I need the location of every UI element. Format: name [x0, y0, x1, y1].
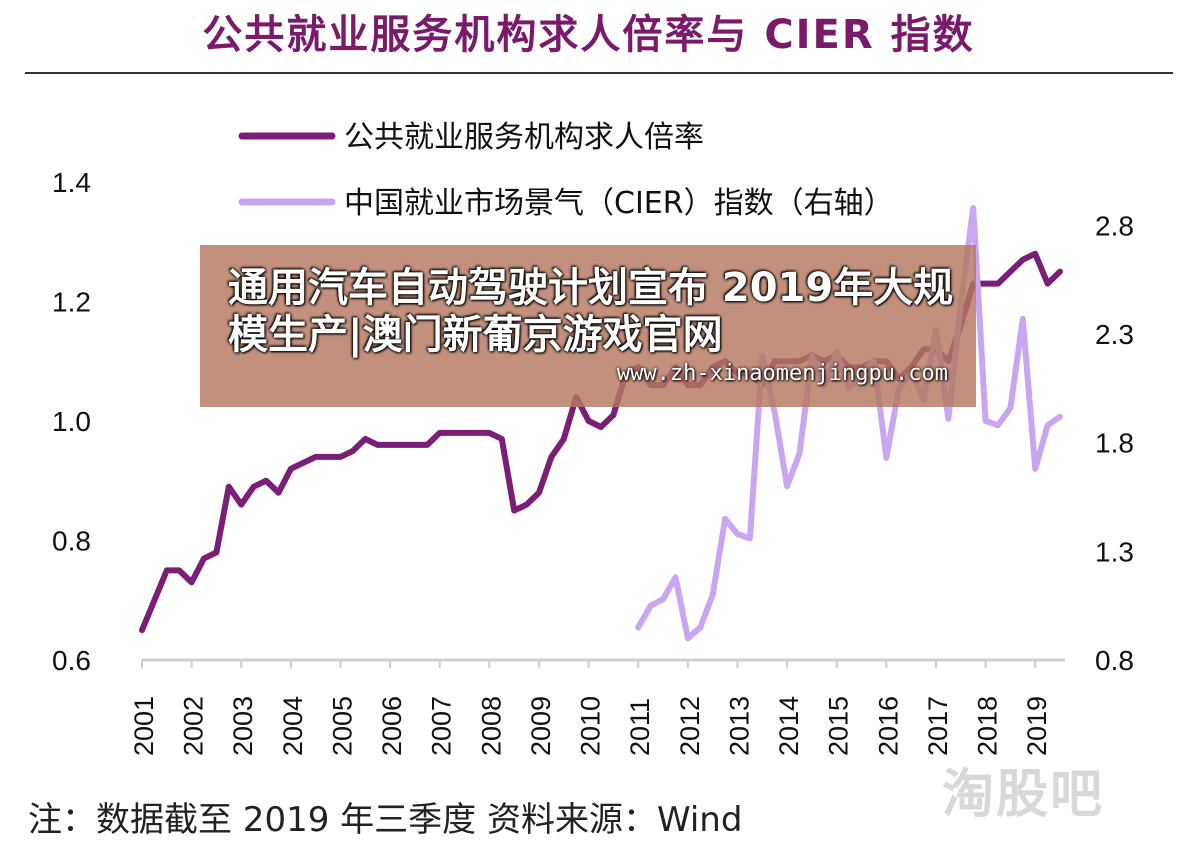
overlay-url[interactable]: www.zh-xinaomenjingpu.com — [616, 361, 948, 386]
x-tick-label: 2007 — [427, 696, 457, 756]
x-tick-label: 2004 — [278, 696, 308, 756]
y-right-tick-label: 2.3 — [1095, 319, 1134, 350]
x-tick-label: 2015 — [824, 696, 854, 756]
x-tick-label: 2017 — [923, 696, 953, 756]
legend-label-1: 公共就业服务机构求人倍率 — [344, 120, 704, 155]
x-tick-label: 2010 — [576, 696, 606, 756]
y-left-tick-label: 0.8 — [52, 526, 91, 557]
x-tick-label: 2012 — [675, 696, 705, 756]
overlay-headline[interactable]: 通用汽车自动驾驶计划宣布 2019年大规模生产|澳门新葡京游戏官网 — [228, 265, 954, 358]
overlay-banner[interactable]: 通用汽车自动驾驶计划宣布 2019年大规模生产|澳门新葡京游戏官网 www.zh… — [200, 245, 976, 407]
page-title: 公共就业服务机构求人倍率与 CIER 指数 — [202, 12, 975, 58]
watermark-logo: 淘股吧 — [942, 765, 1105, 825]
title-divider — [25, 72, 1173, 74]
x-tick-label: 2008 — [476, 696, 506, 756]
x-tick-label: 2014 — [774, 696, 804, 756]
y-left-tick-label: 1.0 — [52, 406, 91, 437]
x-tick-label: 2009 — [526, 696, 556, 756]
legend-label-2: 中国就业市场景气（CIER）指数（右轴） — [344, 186, 894, 221]
y-right-tick-label: 0.8 — [1095, 645, 1134, 676]
x-tick-label: 2019 — [1022, 696, 1052, 756]
y-left-tick-label: 1.4 — [52, 167, 91, 198]
x-tick-label: 2001 — [129, 696, 159, 756]
x-tick-label: 2003 — [228, 696, 258, 756]
x-tick-label: 2006 — [377, 696, 407, 756]
x-tick-label: 2013 — [724, 696, 754, 756]
x-tick-label: 2018 — [973, 696, 1003, 756]
y-left-tick-label: 1.2 — [52, 287, 91, 318]
x-tick-label: 2016 — [873, 696, 903, 756]
y-right-tick-label: 1.3 — [1095, 536, 1134, 567]
footnote: 注：数据截至 2019 年三季度 资料来源：Wind — [28, 800, 743, 840]
y-right-tick-label: 2.8 — [1095, 210, 1134, 241]
x-tick-label: 2011 — [625, 698, 655, 756]
y-right-tick-label: 1.8 — [1095, 428, 1134, 459]
y-left-tick-label: 0.6 — [52, 645, 91, 676]
x-tick-label: 2002 — [179, 696, 209, 756]
x-tick-label: 2005 — [327, 696, 357, 756]
